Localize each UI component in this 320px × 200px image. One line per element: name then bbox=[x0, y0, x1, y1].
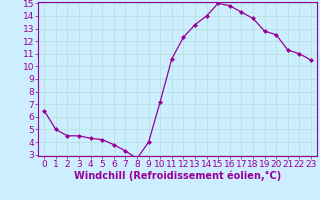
X-axis label: Windchill (Refroidissement éolien,°C): Windchill (Refroidissement éolien,°C) bbox=[74, 171, 281, 181]
